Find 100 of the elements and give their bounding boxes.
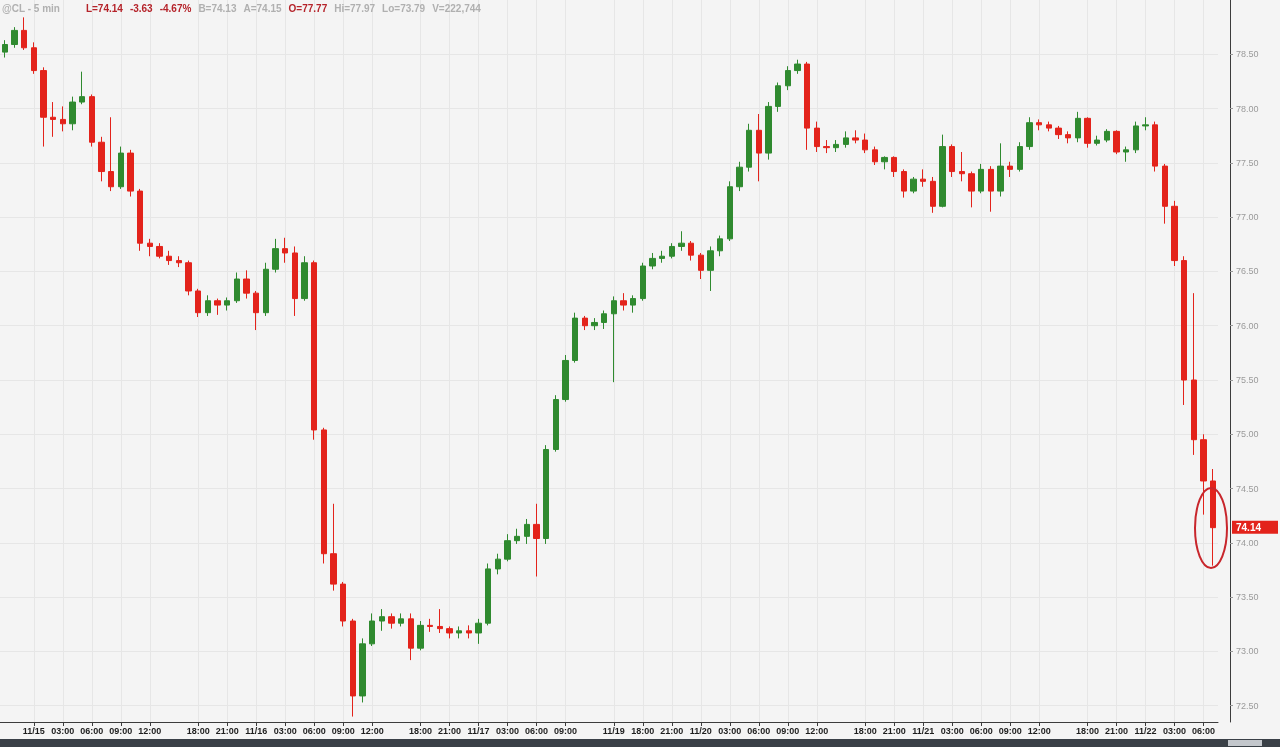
y-tick-label: 77.00: [1236, 212, 1259, 223]
x-tick-label: 21:00: [215, 725, 239, 736]
x-tick-label: 12:00: [138, 725, 162, 736]
candlestick: [553, 394, 559, 453]
x-tick-label: 03:00: [940, 725, 964, 736]
candlestick: [234, 272, 240, 304]
y-tick-label: 78.00: [1236, 103, 1259, 114]
candlestick: [147, 238, 153, 257]
candlestick: [524, 518, 530, 545]
candlestick: [359, 637, 366, 703]
candlestick: [1210, 468, 1216, 567]
candlestick: [678, 230, 685, 252]
x-tick-label: 06:00: [747, 725, 771, 736]
candlestick: [649, 252, 656, 270]
x-tick-label: 03:00: [718, 725, 742, 736]
candlestick: [852, 129, 859, 144]
candlestick: [137, 188, 143, 252]
candlestick: [263, 262, 269, 317]
candlestick: [301, 255, 308, 302]
candlestick: [746, 123, 752, 173]
candlestick: [118, 146, 124, 190]
x-tick-label: 11/20: [689, 725, 712, 736]
candlestick: [901, 168, 907, 199]
candlestick: [872, 146, 878, 166]
candlestick: [1133, 121, 1139, 154]
candlestick: [1200, 433, 1207, 516]
candlestick: [243, 269, 250, 300]
x-tick-label: 11/22: [1134, 725, 1157, 736]
candlestick: [1084, 116, 1091, 149]
candlestick: [69, 96, 76, 131]
x-tick-label: 21:00: [437, 725, 462, 736]
y-tick-label: 75.00: [1236, 429, 1259, 440]
candlestick: [1065, 130, 1071, 144]
candlestick: [1113, 129, 1120, 155]
candlestick: [688, 240, 694, 262]
candlestick: [408, 612, 414, 661]
x-tick-label: 12:00: [360, 725, 384, 736]
candlestick: [40, 66, 47, 148]
candlestick: [224, 296, 230, 312]
candlestick: [79, 71, 85, 105]
candlestick: [1181, 255, 1187, 406]
candlestick: [127, 149, 134, 198]
x-tick-label: 21:00: [1104, 725, 1129, 736]
candlestick: [988, 165, 994, 213]
x-tick-label: 03:00: [273, 725, 297, 736]
candlestick: [214, 298, 221, 316]
candlestick: [582, 315, 588, 331]
candlestick: [717, 235, 723, 257]
candlestick: [620, 292, 627, 312]
x-tick-label: 12:00: [805, 725, 829, 736]
candlestick: [881, 155, 888, 170]
candlestick: [736, 161, 743, 192]
candlestick: [1055, 125, 1062, 140]
x-tick-label: 11/16: [245, 725, 268, 736]
y-tick-label: 73.50: [1236, 592, 1259, 603]
candlestick: [89, 93, 95, 148]
candlestick: [1123, 146, 1129, 163]
candlestick: [572, 312, 578, 364]
x-tick-label: 06:00: [969, 725, 993, 736]
candlestick: [176, 255, 182, 268]
text: 74.14: [1236, 522, 1262, 534]
candlestick: [205, 294, 211, 317]
candlestick: [156, 242, 163, 259]
candlestick: [959, 151, 965, 182]
candlestick: [504, 533, 511, 562]
candlestick: [185, 260, 192, 296]
x-tick-label: 11/21: [912, 725, 935, 736]
candlestick: [427, 618, 433, 633]
x-tick-label: 11/17: [467, 725, 490, 736]
candlestick: [1152, 121, 1158, 173]
chart-title: @CL - 5 min: [2, 3, 60, 14]
candlestick: [814, 121, 820, 153]
candlestick: [1046, 121, 1052, 132]
candlestick: [698, 252, 704, 280]
x-tick-label: 06:00: [302, 725, 326, 736]
candlestick: [350, 618, 356, 718]
x-tick-label: 18:00: [408, 725, 433, 736]
candlestick: [562, 354, 569, 403]
candlestick: [21, 16, 27, 51]
candlestick: [920, 168, 926, 188]
y-tick-label: 78.50: [1236, 49, 1259, 60]
candlestick: [891, 155, 897, 178]
candlestick: [514, 528, 520, 545]
candlestick: [1007, 161, 1013, 178]
candlestick: [417, 620, 424, 651]
candlestick: [466, 624, 472, 639]
x-tick-label: 09:00: [331, 725, 355, 736]
candlestick: [1142, 116, 1149, 131]
candlestick: [1191, 292, 1197, 456]
candlestick: [50, 101, 56, 138]
candlestick: [398, 612, 404, 627]
candlestick: [775, 82, 781, 113]
candlestick: [862, 133, 868, 154]
candlestick: [31, 41, 37, 75]
candlestick: [292, 245, 298, 317]
candlestick: [108, 116, 114, 192]
x-tick-label: 11/19: [602, 725, 625, 736]
candlestick: [978, 163, 984, 194]
candlestick: [2, 39, 8, 59]
candlestick: [340, 581, 346, 627]
